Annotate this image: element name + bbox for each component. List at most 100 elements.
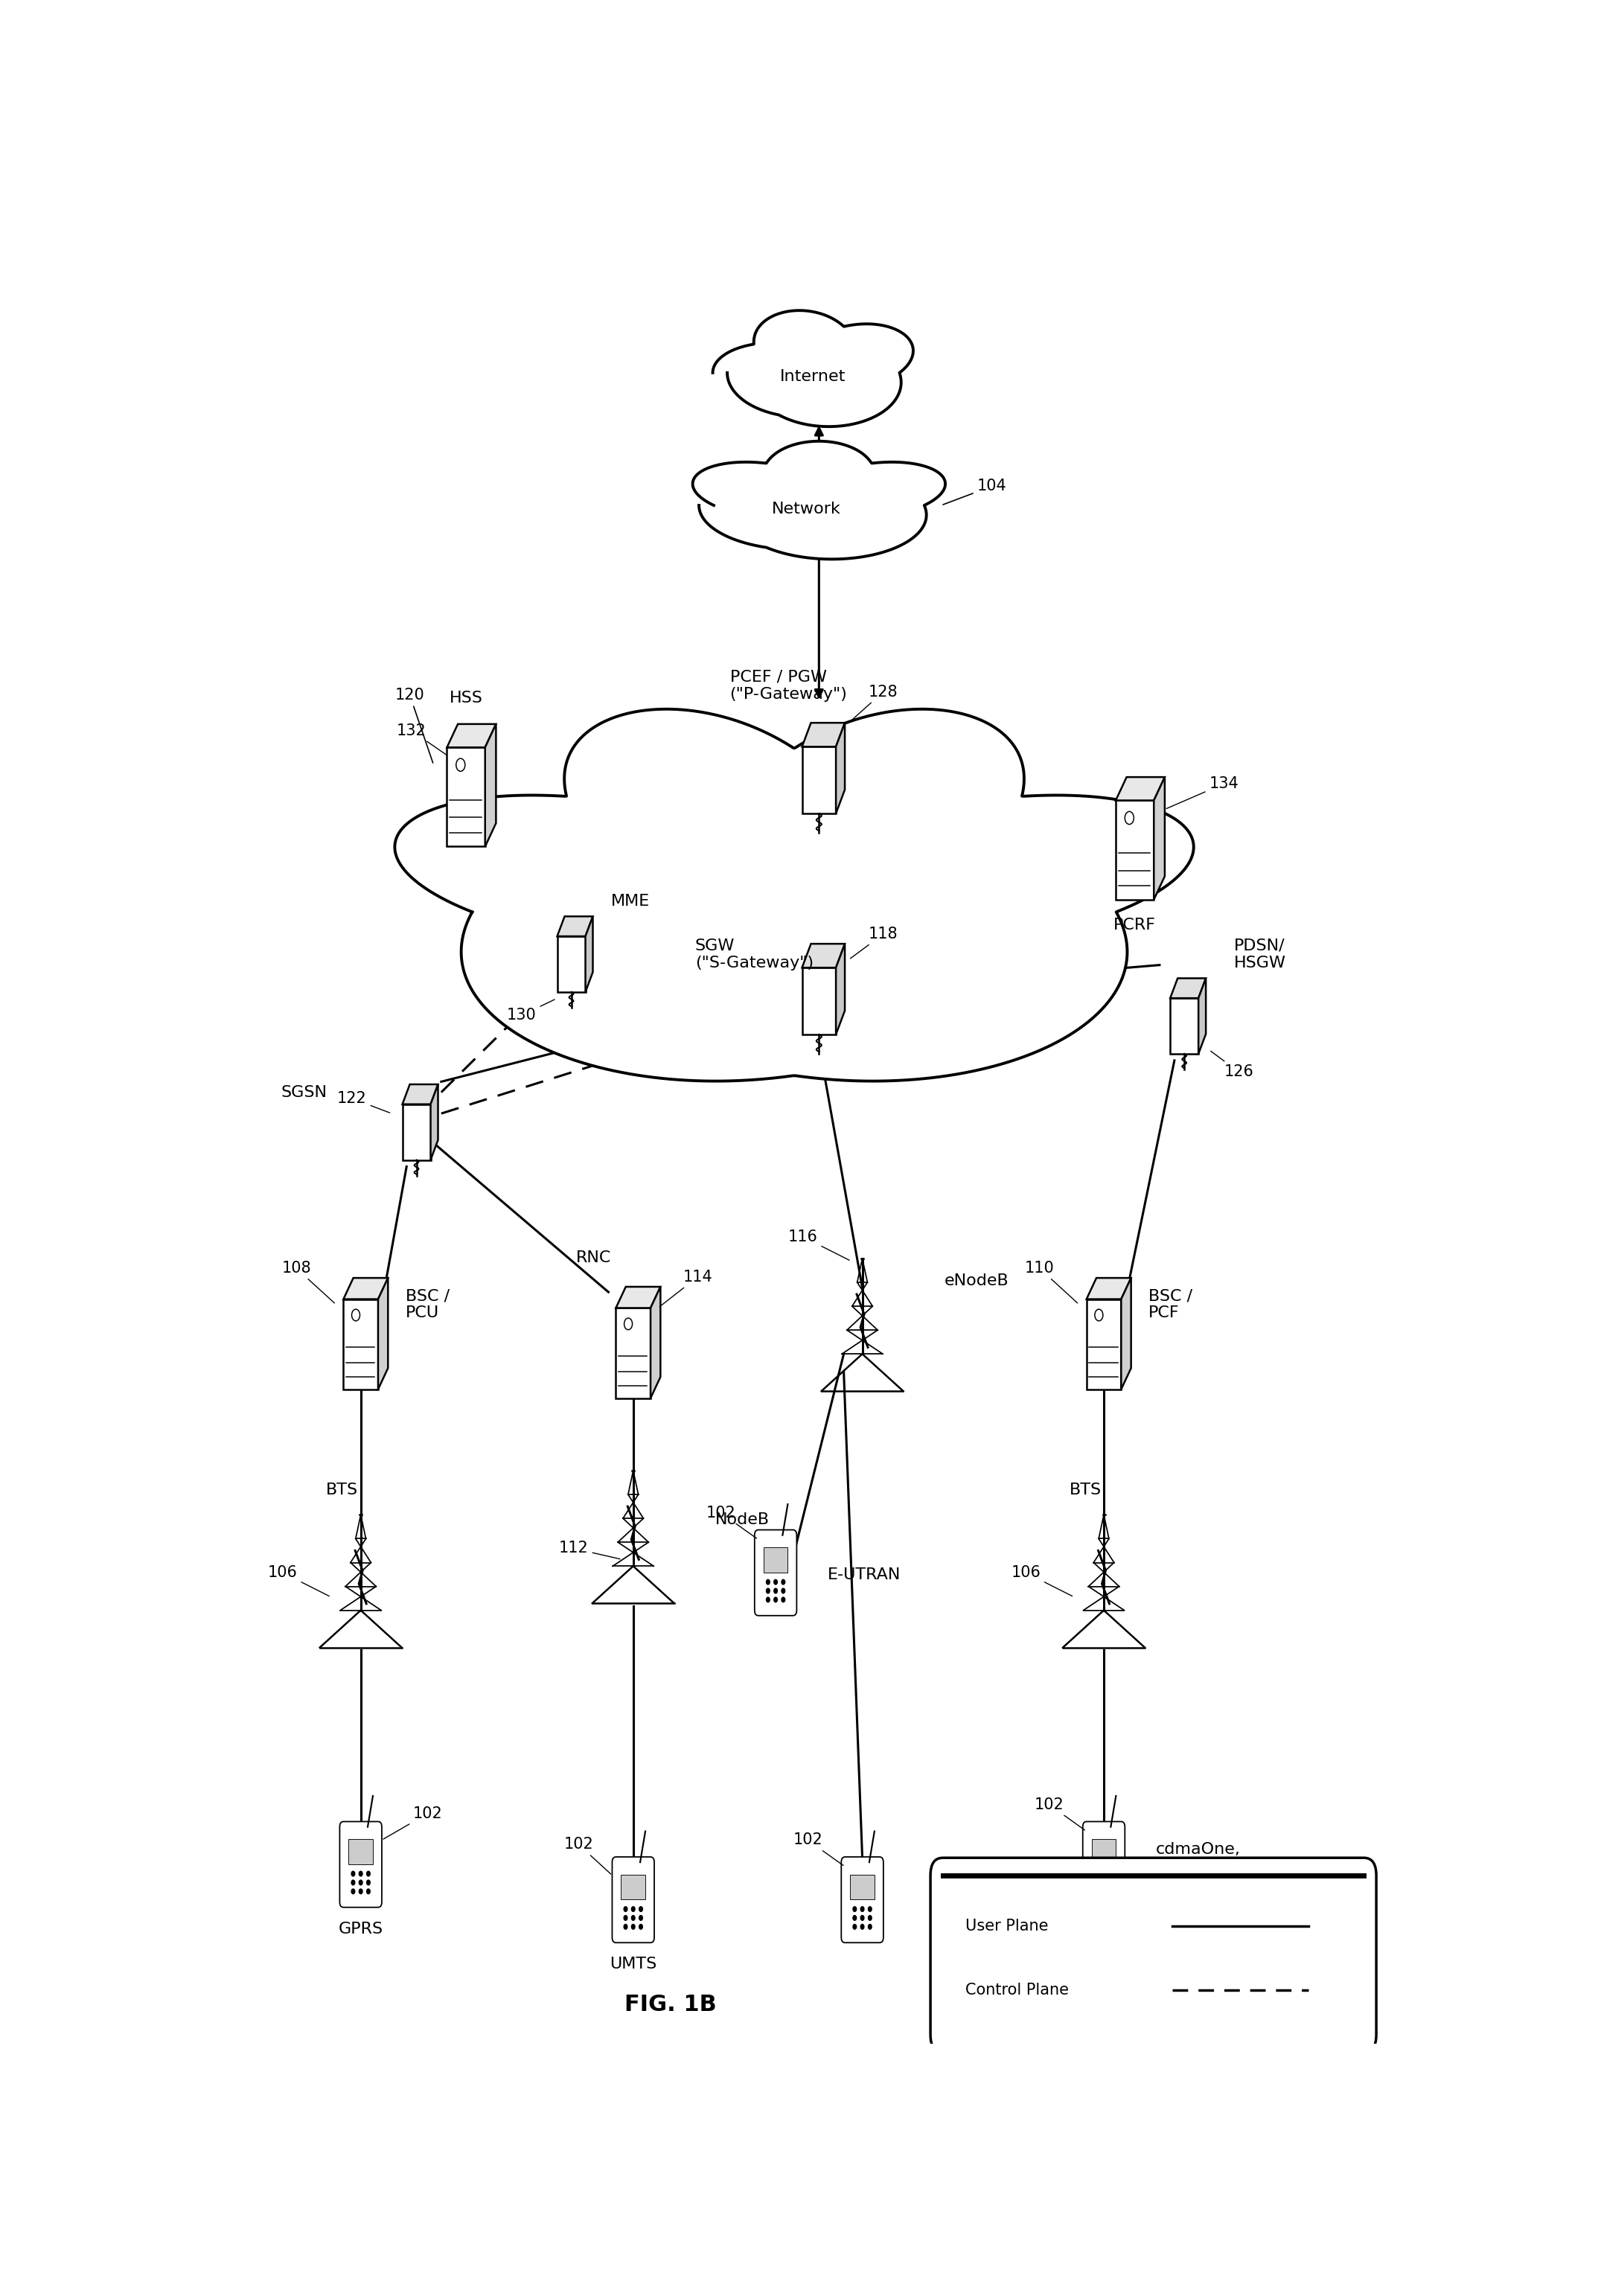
Circle shape — [861, 1915, 865, 1919]
Circle shape — [352, 1890, 355, 1894]
Circle shape — [623, 1924, 628, 1929]
Circle shape — [1103, 1880, 1106, 1885]
Polygon shape — [1122, 1279, 1131, 1389]
Circle shape — [623, 1906, 628, 1913]
Text: GPRS: GPRS — [339, 1922, 384, 1936]
Circle shape — [1125, 810, 1135, 824]
Polygon shape — [447, 748, 486, 847]
Polygon shape — [1170, 978, 1206, 999]
Circle shape — [1109, 1871, 1114, 1876]
Polygon shape — [486, 723, 495, 847]
Text: 102: 102 — [793, 1832, 844, 1864]
Polygon shape — [650, 1286, 660, 1398]
Text: PCEF / PGW
("P-Gateway"): PCEF / PGW ("P-Gateway") — [730, 670, 847, 703]
Polygon shape — [1087, 1300, 1122, 1389]
Polygon shape — [403, 1104, 430, 1159]
Circle shape — [1095, 1890, 1098, 1894]
Text: PCRF: PCRF — [1114, 918, 1155, 932]
Circle shape — [631, 1906, 634, 1913]
Polygon shape — [1115, 776, 1165, 801]
Polygon shape — [344, 1300, 379, 1389]
Circle shape — [360, 1880, 363, 1885]
Circle shape — [767, 1580, 770, 1584]
Text: Network: Network — [772, 501, 841, 517]
Polygon shape — [403, 1084, 438, 1104]
FancyBboxPatch shape — [841, 1857, 884, 1942]
Circle shape — [853, 1906, 857, 1913]
Polygon shape — [1154, 776, 1165, 900]
Circle shape — [455, 758, 465, 771]
Circle shape — [352, 1880, 355, 1885]
FancyBboxPatch shape — [348, 1839, 372, 1864]
Circle shape — [1109, 1880, 1114, 1885]
Text: BTS: BTS — [326, 1483, 358, 1497]
FancyBboxPatch shape — [930, 1857, 1376, 2053]
Text: 116: 116 — [788, 1228, 849, 1261]
Polygon shape — [1087, 1279, 1131, 1300]
FancyBboxPatch shape — [340, 1821, 382, 1908]
Text: 118: 118 — [850, 928, 898, 957]
Text: User Plane: User Plane — [965, 1919, 1048, 1933]
FancyBboxPatch shape — [612, 1857, 654, 1942]
Text: BSC /
PCU: BSC / PCU — [406, 1288, 449, 1320]
Polygon shape — [802, 944, 845, 967]
Text: 128: 128 — [850, 684, 898, 721]
Text: HSS: HSS — [449, 691, 483, 705]
Circle shape — [781, 1598, 785, 1603]
FancyBboxPatch shape — [622, 1874, 646, 1899]
Circle shape — [1095, 1309, 1103, 1320]
Polygon shape — [395, 709, 1194, 1081]
Text: 102: 102 — [564, 1837, 610, 1874]
Circle shape — [861, 1906, 865, 1913]
Circle shape — [868, 1924, 871, 1929]
Polygon shape — [585, 916, 593, 992]
Text: BTS: BTS — [1069, 1483, 1101, 1497]
Circle shape — [352, 1309, 360, 1320]
Polygon shape — [558, 916, 593, 937]
Circle shape — [631, 1924, 634, 1929]
Circle shape — [773, 1598, 777, 1603]
Text: SGW
("S-Gateway"): SGW ("S-Gateway") — [695, 939, 813, 971]
Circle shape — [1103, 1890, 1106, 1894]
Text: MME: MME — [610, 893, 650, 909]
Text: cdmaOne,
CDMA2000™: cdmaOne, CDMA2000™ — [1155, 1841, 1264, 1874]
Polygon shape — [615, 1309, 650, 1398]
Text: eNodeB: eNodeB — [944, 1274, 1008, 1288]
Circle shape — [767, 1589, 770, 1593]
Text: 132: 132 — [396, 723, 447, 755]
Text: 134: 134 — [1167, 776, 1238, 808]
Circle shape — [853, 1924, 857, 1929]
Polygon shape — [692, 441, 946, 560]
Circle shape — [1103, 1871, 1106, 1876]
FancyBboxPatch shape — [850, 1874, 874, 1899]
Text: 102: 102 — [384, 1807, 443, 1839]
Circle shape — [1109, 1890, 1114, 1894]
Text: E-UTRAN: E-UTRAN — [828, 1568, 901, 1582]
Circle shape — [639, 1915, 642, 1919]
Polygon shape — [802, 967, 836, 1035]
Circle shape — [366, 1871, 371, 1876]
Text: 106: 106 — [1012, 1566, 1072, 1596]
Circle shape — [868, 1906, 871, 1913]
Polygon shape — [558, 937, 585, 992]
Polygon shape — [1170, 999, 1198, 1054]
FancyBboxPatch shape — [764, 1548, 788, 1573]
Polygon shape — [447, 723, 495, 748]
Circle shape — [360, 1890, 363, 1894]
FancyBboxPatch shape — [754, 1529, 797, 1616]
Text: NodeB: NodeB — [714, 1513, 769, 1527]
FancyBboxPatch shape — [1083, 1821, 1125, 1908]
Text: 130: 130 — [507, 999, 555, 1022]
Polygon shape — [836, 944, 845, 1035]
Text: 112: 112 — [559, 1541, 620, 1559]
Text: 102: 102 — [1034, 1798, 1085, 1830]
Circle shape — [767, 1598, 770, 1603]
Circle shape — [360, 1871, 363, 1876]
Text: 108: 108 — [281, 1261, 334, 1304]
Polygon shape — [1115, 801, 1154, 900]
Text: BSC /
PCF: BSC / PCF — [1149, 1288, 1192, 1320]
Text: 102: 102 — [706, 1506, 756, 1538]
Text: 104: 104 — [943, 480, 1007, 505]
Circle shape — [781, 1589, 785, 1593]
Circle shape — [623, 1915, 628, 1919]
